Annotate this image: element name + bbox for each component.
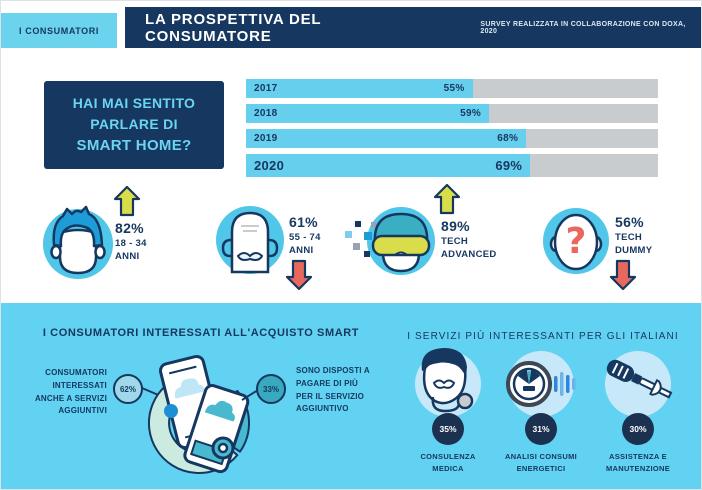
energy-meter-icon (506, 361, 576, 407)
purchase-right-text: SONO DISPOSTI A PAGARE DI PIÙ PER IL SER… (296, 365, 370, 416)
service-label: ANALISI CONSUMI ENERGETICI (486, 451, 596, 474)
service-label: ASSISTENZA E MANUTENZIONE (583, 451, 693, 474)
service-value: 30% (629, 424, 647, 434)
service-label-line1: CONSULENZA (420, 452, 476, 461)
interested-62-badge: 62% (113, 374, 143, 404)
bar-row: 2018 59% (246, 104, 658, 123)
service-halo (605, 351, 673, 417)
bar-year-label: 2017 (254, 83, 278, 94)
bar-row: 2019 68% (246, 129, 658, 148)
service-label-line2: MEDICA (432, 463, 464, 473)
bar-value-label: 55% (443, 83, 465, 94)
smartphone-donut-illustration (147, 354, 250, 474)
service-label-line1: ASSISTENZA E (609, 452, 667, 461)
service-halo (506, 351, 576, 417)
service-badge: 31% (525, 413, 557, 445)
bar-value-label: 68% (497, 133, 519, 144)
awareness-bar-chart: 2017 55% 2018 59% 2019 68% 2020 69% (246, 79, 658, 183)
stat-line-2: DUMMY (615, 244, 653, 256)
purchase-right-text-post: PER IL SERVIZIO AGGIUNTIVO (296, 391, 365, 414)
stat-line-1: TECH (615, 231, 643, 243)
stat-value: 82% (115, 220, 144, 236)
bar-fill-2019: 2019 68% (246, 129, 527, 148)
screwdriver-icon (606, 359, 673, 399)
stat-line-2: ANNI (115, 250, 140, 262)
doctor-icon (421, 348, 474, 413)
bar-fill-2020: 2020 69% (246, 154, 531, 177)
bottom-section: I CONSUMATORI INTERESSATI ALL'ACQUISTO S… (1, 303, 701, 489)
bar-year-label: 2018 (254, 108, 278, 119)
section-tag-label: I CONSUMATORI (19, 25, 99, 36)
senior-person-icon (216, 206, 284, 274)
service-badge: 30% (622, 413, 654, 445)
stat-line-2: ANNI (289, 244, 314, 256)
bar-fill-2018: 2018 59% (246, 104, 490, 123)
question-line-3: SMART HOME? (76, 136, 192, 154)
section-tag: I CONSUMATORI (1, 13, 117, 48)
service-label-line2: ENERGETICI (516, 463, 566, 473)
interested-62-value: 62% (119, 384, 136, 394)
stat-value: 56% (615, 214, 644, 230)
stat-senior: 61% 55 - 74 ANNI (289, 213, 321, 258)
question-line-1: HAI MAI SENTITO (72, 94, 196, 111)
question-box: HAI MAI SENTITO PARLARE DI SMART HOME? (44, 81, 224, 169)
service-value: 35% (439, 424, 457, 434)
down-arrow-icon (609, 259, 637, 291)
stat-line-1: 18 - 34 (115, 237, 147, 249)
stat-line-2: ADVANCED (441, 248, 497, 260)
purchase-left-text: CONSUMATORI INTERESSATI ANCHE A SERVIZI … (21, 367, 107, 418)
up-arrow-icon (433, 183, 461, 215)
bar-fill-2017: 2017 55% (246, 79, 473, 98)
stat-value: 89% (441, 218, 470, 234)
service-value: 31% (532, 424, 550, 434)
purchase-left-text-bold: SERVIZI AGGIUNTIVI (58, 393, 107, 416)
down-arrow-icon (285, 259, 313, 291)
page-title: LA PROSPETTIVA DEL CONSUMATORE (145, 10, 322, 45)
stat-line-1: TECH (441, 235, 469, 247)
service-label-line2: MANUTENZIONE (605, 463, 670, 473)
up-arrow-icon (113, 185, 141, 217)
service-item-medical: 35% CONSULENZA MEDICA (393, 348, 503, 473)
pay-more-33-value: 33% (262, 384, 279, 394)
pay-more-33-badge: 33% (256, 374, 286, 404)
service-halo (415, 348, 481, 417)
bar-row: 2020 69% (246, 154, 658, 177)
purchase-right-text-pre: SONO DISPOSTI A (296, 366, 370, 375)
service-label-line1: ANALISI CONSUMI (505, 452, 577, 461)
bar-value-label: 69% (495, 158, 523, 173)
bar-value-label: 59% (460, 108, 482, 119)
stat-line-1: 55 - 74 (289, 231, 321, 243)
young-person-icon (43, 205, 113, 279)
purchase-left-text-pre: CONSUMATORI INTERESSATI ANCHE A (34, 368, 107, 403)
stat-tech-advanced: 89% TECH ADVANCED (441, 217, 497, 262)
stat-value: 61% (289, 214, 318, 230)
stat-tech-dummy: 56% TECH DUMMY (615, 213, 652, 258)
service-item-maintenance: 30% ASSISTENZA E MANUTENZIONE (583, 351, 693, 473)
purchase-right-text-bold: PAGARE DI PIÙ (296, 378, 359, 388)
stat-young: 82% 18 - 34 ANNI (115, 219, 147, 264)
services-section-title: I SERVIZI PIÙ INTERESSANTI PER GLI ITALI… (407, 331, 679, 342)
bar-year-label: 2019 (254, 133, 278, 144)
question-person-icon: ? (543, 208, 609, 274)
bar-row: 2017 55% (246, 79, 658, 98)
vr-person-icon (345, 207, 435, 275)
service-item-energy: 31% ANALISI CONSUMI ENERGETICI (486, 351, 596, 473)
svg-text:?: ? (566, 221, 587, 262)
service-badge: 35% (432, 413, 464, 445)
connector-line-right (241, 389, 259, 401)
question-line-2: PARLARE DI (90, 115, 178, 132)
service-label: CONSULENZA MEDICA (393, 451, 503, 474)
survey-note: SURVEY REALIZZATA IN COLLABORAZIONE CON … (480, 20, 686, 35)
bar-year-label: 2020 (254, 158, 285, 173)
header-bar: LA PROSPETTIVA DEL CONSUMATORE SURVEY RE… (125, 7, 701, 48)
purchase-section-title: I CONSUMATORI INTERESSATI ALL'ACQUISTO S… (42, 327, 360, 339)
